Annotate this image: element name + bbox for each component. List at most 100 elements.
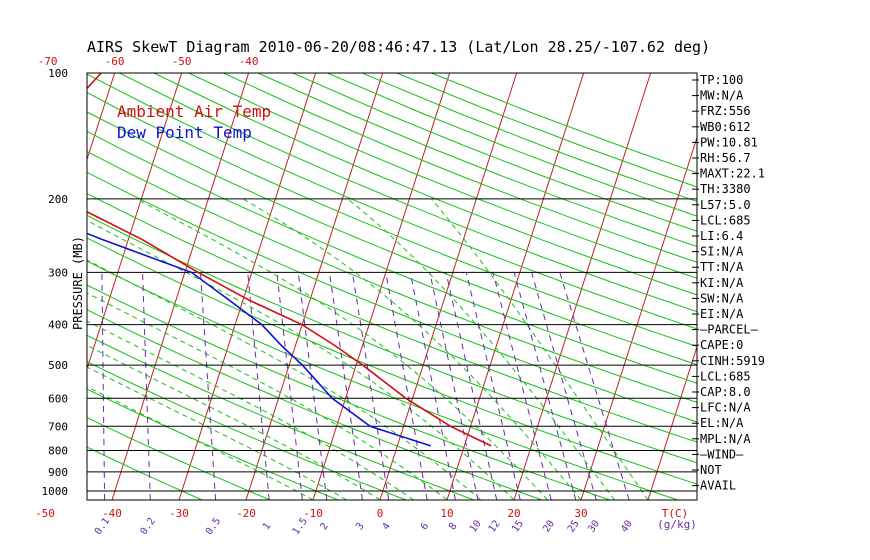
top-temp-tick-label: -70 <box>38 55 58 68</box>
mixing-ratio-label: 12 <box>487 518 503 534</box>
moist-adiabat-line <box>347 198 615 500</box>
mixing-ratio-label: 4 <box>380 521 392 532</box>
legend: Ambient Air Temp Dew Point Temp <box>117 102 271 142</box>
pressure-tick-label: 1000 <box>42 485 69 498</box>
mixing-ratio-line <box>142 272 151 500</box>
mixing-ratio-line <box>445 272 498 500</box>
dry-adiabat-line <box>153 73 697 296</box>
mixing-ratio-label: 0.2 <box>139 516 158 537</box>
stability-index-entry: CAP:8.0 <box>700 385 751 399</box>
stability-index-entry: FRZ:556 <box>700 104 751 118</box>
dry-adiabat-line <box>327 73 697 217</box>
bottom-temp-tick-label: 30 <box>574 507 587 520</box>
stability-index-entry: PW:10.81 <box>700 135 758 149</box>
dry-adiabat-line <box>87 91 697 348</box>
isobars <box>87 73 697 492</box>
stability-index-entry: TP:100 <box>700 73 743 87</box>
mixing-ratio-line <box>297 272 328 500</box>
stability-index-entry: EI:N/A <box>700 307 744 321</box>
mixing-ratio-line <box>465 272 521 500</box>
moist-adiabat-line <box>87 320 414 500</box>
pressure-tick-label: 100 <box>48 67 68 80</box>
dry-adiabat-line <box>119 73 697 313</box>
pressure-tick-label: 400 <box>48 319 68 332</box>
isotherm-line <box>580 135 697 500</box>
y-axis-label: PRESSURE (MB) <box>71 236 85 330</box>
isotherm-line <box>446 73 585 500</box>
stability-index-entry: —WIND— <box>700 447 744 461</box>
mixing-ratio-line <box>328 272 363 500</box>
dry-adiabat-line <box>87 151 697 403</box>
dry-adiabat-line <box>87 388 338 500</box>
stability-index-entry: MAXT:22.1 <box>700 167 765 181</box>
bottom-temp-tick-label: -20 <box>236 507 256 520</box>
dew-point-temp-line <box>87 232 432 447</box>
legend-dew-point-temp: Dew Point Temp <box>117 123 252 142</box>
stability-index-entry: SI:N/A <box>700 245 744 259</box>
isotherm-line <box>111 73 250 500</box>
plot-area <box>0 73 697 500</box>
mixing-ratio-label: 0.5 <box>204 516 223 537</box>
mixing-ratio-line <box>101 272 106 500</box>
mixing-ratio-line <box>385 272 428 500</box>
mixing-ratio-label: 1 <box>261 521 273 532</box>
mixing-ratio-label: 40 <box>619 518 635 534</box>
mixing-ratio-label: 3 <box>354 521 366 532</box>
mixing-ratio-line <box>276 272 303 500</box>
mixing-ratio-label: 15 <box>510 518 526 534</box>
chart-title: AIRS SkewT Diagram 2010-06-20/08:46:47.1… <box>87 38 710 56</box>
mixing-ratio-label: 10 <box>468 518 484 534</box>
dry-adiabat-line <box>87 237 697 485</box>
legend-ambient-air-temp: Ambient Air Temp <box>117 102 271 121</box>
isotherm-line <box>0 73 48 500</box>
stability-index-entry: RH:56.7 <box>700 151 751 165</box>
mixing-ratio-line <box>247 272 270 500</box>
dry-adiabat-line <box>257 73 697 248</box>
isotherm-line <box>178 73 317 500</box>
mixing-ratio-label: 2 <box>318 521 330 532</box>
stability-index-entry: LI:6.4 <box>700 229 743 243</box>
dry-adiabat-line <box>87 446 203 500</box>
bottom-temp-tick-label: 20 <box>507 507 520 520</box>
stability-index-entry: LCL:685 <box>700 369 751 383</box>
dry-adiabat-line <box>87 111 697 366</box>
mixing-ratio-lines <box>101 272 630 500</box>
stability-index-entry: LFC:N/A <box>700 401 751 415</box>
isotherm-line <box>379 73 518 500</box>
isotherm-line <box>245 73 384 500</box>
moist-adiabat-line <box>87 292 448 500</box>
mixing-ratio-line <box>531 272 597 500</box>
pressure-tick-label: 500 <box>48 359 68 372</box>
mixing-ratio-unit-label: (g/kg) <box>657 518 697 531</box>
mixing-ratio-label: 20 <box>541 518 557 534</box>
stability-index-entry: MW:N/A <box>700 89 744 103</box>
isotherm-line <box>87 73 116 162</box>
stability-index-entry: EL:N/A <box>700 416 744 430</box>
bottom-temp-tick-label: -50 <box>35 507 55 520</box>
pressure-tick-label: 200 <box>48 193 68 206</box>
stability-index-entry: TH:3380 <box>700 182 751 196</box>
mixing-ratio-label: 25 <box>566 518 582 534</box>
bottom-temp-tick-label: 10 <box>440 507 453 520</box>
mixing-ratio-label: 8 <box>447 521 459 532</box>
ambient-air-temp-line <box>87 73 492 447</box>
plot-frame <box>86 72 698 501</box>
mixing-ratio-line <box>351 272 390 500</box>
dry-adiabat-line <box>87 73 697 330</box>
isotherm-line <box>647 345 697 500</box>
pressure-tick-label: 800 <box>48 444 68 457</box>
mixing-ratio-label: 30 <box>586 518 602 534</box>
moist-adiabat-line <box>87 386 314 500</box>
pressure-tick-label: 600 <box>48 392 68 405</box>
stability-index-entry: CINH:5919 <box>700 354 765 368</box>
pressure-tick-label: 700 <box>48 420 68 433</box>
stability-index-entry: L57:5.0 <box>700 198 751 212</box>
mixing-ratio-label: 6 <box>419 521 431 532</box>
mixing-ratio-line <box>199 272 217 500</box>
moist-adiabat-line <box>242 198 582 500</box>
dry-adiabat-line <box>223 73 697 263</box>
bottom-temperature-tick-labels: -50 -40 -30 -20 -10 0 10 20 30 T(C) <box>35 507 688 520</box>
dry-adiabat-line <box>292 73 697 232</box>
